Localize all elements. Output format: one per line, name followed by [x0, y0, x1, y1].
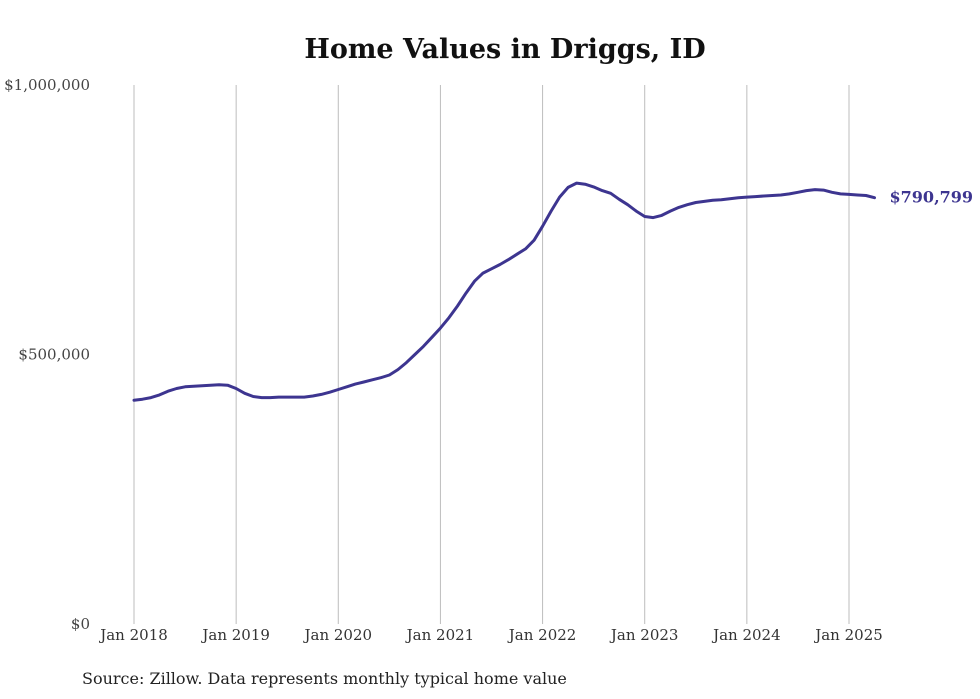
x-tick-label: Jan 2021: [405, 626, 475, 644]
y-tick-label: $0: [71, 615, 90, 633]
latest-value-label: $790,799: [890, 188, 974, 207]
x-tick-label: Jan 2022: [507, 626, 577, 644]
y-tick-label: $500,000: [18, 346, 90, 364]
chart-title: Home Values in Driggs, ID: [304, 34, 705, 65]
x-tick-label: Jan 2025: [813, 626, 883, 644]
x-tick-label: Jan 2024: [711, 626, 781, 644]
gridlines: [133, 85, 850, 624]
x-tick-label: Jan 2023: [609, 626, 679, 644]
x-tick-label: Jan 2019: [200, 626, 270, 644]
y-axis-ticks: $0 $500,000 $1,000,000: [4, 76, 90, 633]
x-tick-label: Jan 2020: [303, 626, 373, 644]
source-note: Source: Zillow. Data represents monthly …: [82, 669, 567, 688]
x-tick-label: Jan 2018: [98, 626, 168, 644]
x-axis-ticks: Jan 2018 Jan 2019 Jan 2020 Jan 2021 Jan 2022…: [98, 626, 883, 644]
home-value-line: [132, 181, 876, 402]
y-tick-label: $1,000,000: [4, 76, 90, 94]
